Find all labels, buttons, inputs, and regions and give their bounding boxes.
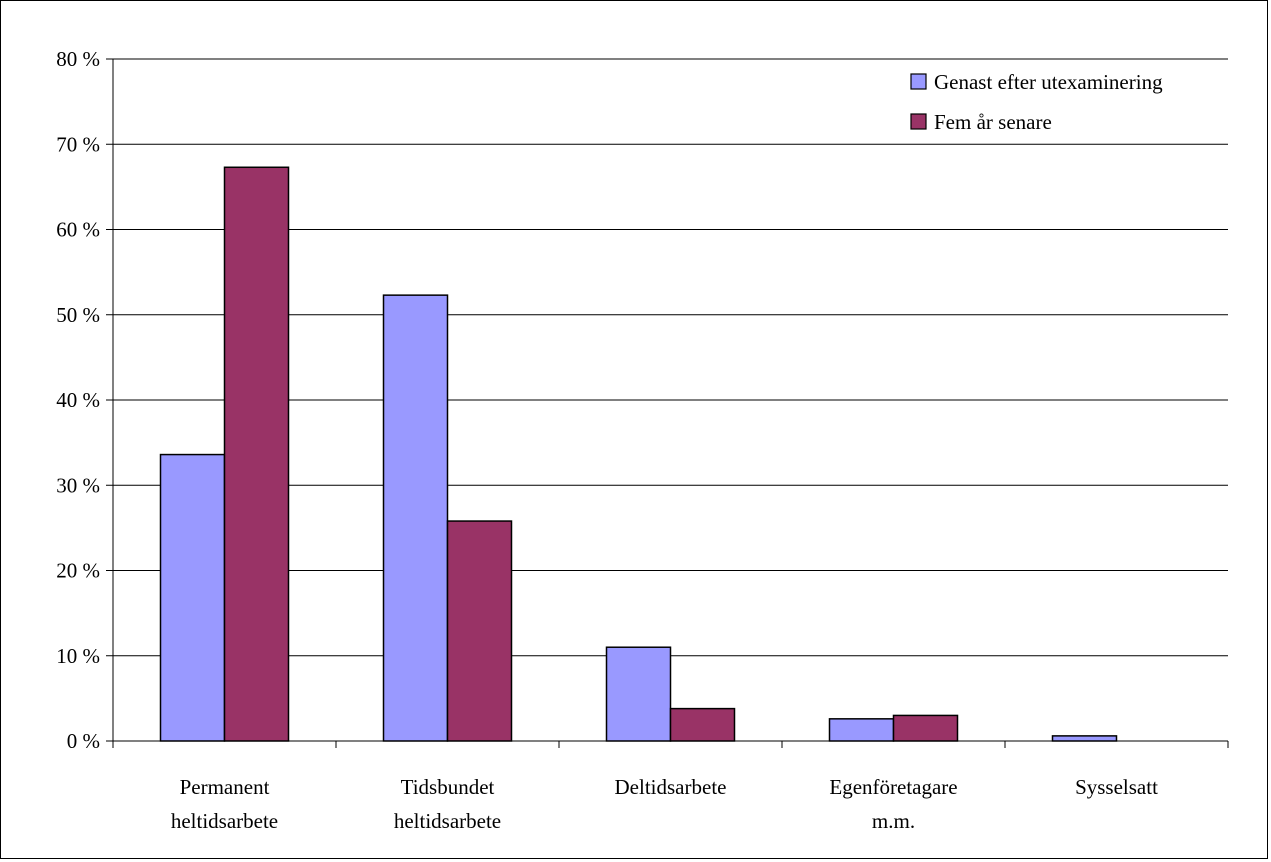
bar-genast-0 (159, 453, 226, 742)
x-category-label: heltidsarbete (171, 809, 278, 833)
y-tick-label: 80 % (56, 47, 100, 71)
axis-labels: 0 % 10 % 20 % 30 % 40 % 50 % 60 % 70 % 80 % Perma… (56, 47, 1158, 833)
x-category-label: heltidsarbete (394, 809, 501, 833)
bar-fem-ar-3 (892, 714, 959, 742)
y-tick-label: 40 % (56, 388, 100, 412)
legend: Genast efter utexaminering Fem år senare (910, 70, 1163, 134)
legend-swatch (910, 113, 927, 130)
axes (106, 58, 1229, 748)
x-category-label: Deltidsarbete (615, 775, 727, 799)
y-tick-label: 10 % (56, 644, 100, 668)
bar-genast-2 (605, 646, 672, 742)
x-category-label: Tidsbundet (401, 775, 495, 799)
y-tick-label: 50 % (56, 303, 100, 327)
gridlines (113, 58, 1228, 657)
bar-fem-ar-1 (446, 520, 513, 742)
y-tick-label: 70 % (56, 132, 100, 156)
bar-fem-ar-0 (223, 166, 290, 742)
y-tick-label: 60 % (56, 218, 100, 242)
bar-genast-4 (1051, 735, 1118, 742)
y-tick-label: 20 % (56, 559, 100, 583)
x-category-label: m.m. (872, 809, 915, 833)
y-tick-label: 0 % (67, 729, 100, 753)
bar-genast-3 (828, 718, 895, 742)
legend-label: Genast efter utexaminering (934, 70, 1163, 94)
x-category-label: Egenföretagare (829, 775, 957, 799)
bar-genast-1 (382, 294, 449, 742)
y-tick-label: 30 % (56, 473, 100, 497)
x-category-label: Permanent (180, 775, 270, 799)
x-category-label: Sysselsatt (1075, 775, 1158, 799)
bars (159, 166, 1118, 742)
bar-fem-ar-2 (669, 707, 736, 742)
legend-label: Fem år senare (934, 110, 1052, 134)
legend-swatch (910, 73, 927, 90)
